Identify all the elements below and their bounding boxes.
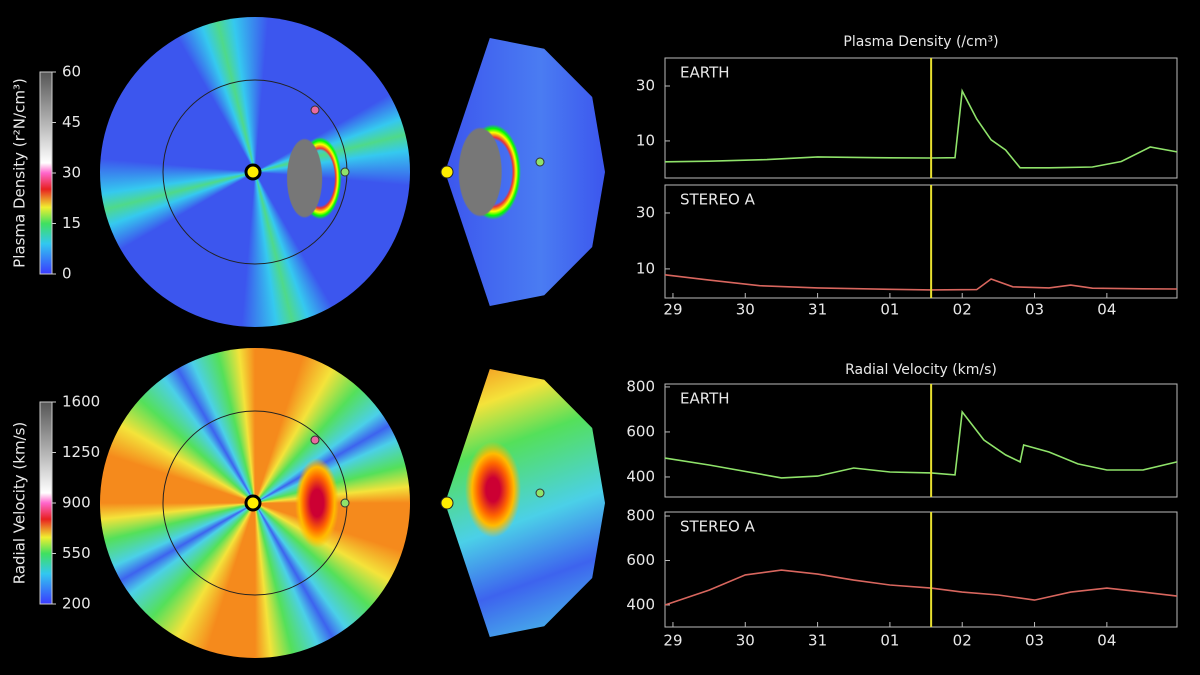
y-tick-label: 800 bbox=[626, 507, 655, 525]
earth-marker bbox=[340, 498, 350, 508]
colorbar bbox=[39, 71, 53, 275]
earth-marker bbox=[535, 488, 545, 498]
data-line bbox=[664, 274, 1178, 291]
x-tick-label: 04 bbox=[1097, 301, 1116, 319]
x-tick-label: 01 bbox=[880, 632, 899, 650]
colorbar bbox=[39, 401, 53, 605]
y-tick-label: 600 bbox=[626, 422, 655, 440]
panel bbox=[664, 57, 1178, 179]
colorbar-label: Radial Velocity (km/s) bbox=[11, 422, 29, 585]
sun bbox=[244, 163, 262, 181]
tick-label: 60 bbox=[62, 63, 81, 81]
panel-label: STEREO A bbox=[680, 518, 756, 536]
tick-label: 1250 bbox=[62, 443, 100, 461]
panel-label: EARTH bbox=[680, 64, 730, 82]
chart-title: Radial Velocity (km/s) bbox=[845, 362, 997, 378]
y-tick-label: 400 bbox=[626, 467, 655, 485]
x-tick-label: 01 bbox=[880, 301, 899, 319]
x-tick-label: 30 bbox=[736, 301, 755, 319]
sun bbox=[440, 496, 454, 510]
y-tick-label: 400 bbox=[626, 595, 655, 613]
x-tick-label: 03 bbox=[1025, 632, 1044, 650]
y-tick-label: 30 bbox=[636, 77, 655, 95]
tick-label: 900 bbox=[62, 494, 91, 512]
chart-title: Plasma Density (/cm³) bbox=[843, 34, 998, 50]
y-tick-label: 600 bbox=[626, 551, 655, 569]
tick-label: 45 bbox=[62, 113, 81, 131]
y-tick-label: 800 bbox=[626, 377, 655, 395]
x-tick-label: 31 bbox=[808, 301, 827, 319]
tick-label: 15 bbox=[62, 214, 81, 232]
sun bbox=[440, 165, 454, 179]
x-tick-label: 02 bbox=[953, 301, 972, 319]
earth-marker bbox=[340, 167, 350, 177]
tick-label: 1600 bbox=[62, 393, 100, 411]
panel-label: STEREO A bbox=[680, 191, 756, 209]
tick-label: 200 bbox=[62, 595, 91, 613]
x-tick-label: 31 bbox=[808, 632, 827, 650]
y-tick-label: 30 bbox=[636, 203, 655, 221]
x-tick-label: 29 bbox=[663, 301, 682, 319]
map-overlays bbox=[162, 79, 545, 596]
x-tick-label: 29 bbox=[663, 632, 682, 650]
x-tick-label: 02 bbox=[953, 632, 972, 650]
tick-label: 0 bbox=[62, 265, 72, 283]
x-tick-label: 03 bbox=[1025, 301, 1044, 319]
panel-label: EARTH bbox=[680, 390, 730, 408]
tick-label: 550 bbox=[62, 544, 91, 562]
stereo-marker bbox=[310, 435, 320, 445]
y-tick-label: 10 bbox=[636, 131, 655, 149]
x-tick-label: 04 bbox=[1097, 632, 1116, 650]
panel bbox=[664, 184, 1178, 299]
panel bbox=[664, 511, 1178, 628]
y-tick-label: 10 bbox=[636, 259, 655, 277]
data-line bbox=[664, 409, 1178, 479]
tick-label: 30 bbox=[62, 164, 81, 182]
data-line bbox=[664, 88, 1178, 169]
earth-marker bbox=[535, 157, 545, 167]
colorbar-label: Plasma Density (r²N/cm³) bbox=[11, 78, 29, 268]
data-line bbox=[664, 569, 1178, 606]
panel bbox=[664, 383, 1178, 498]
stereo-marker bbox=[310, 105, 320, 115]
sun bbox=[244, 494, 262, 512]
x-tick-label: 30 bbox=[736, 632, 755, 650]
